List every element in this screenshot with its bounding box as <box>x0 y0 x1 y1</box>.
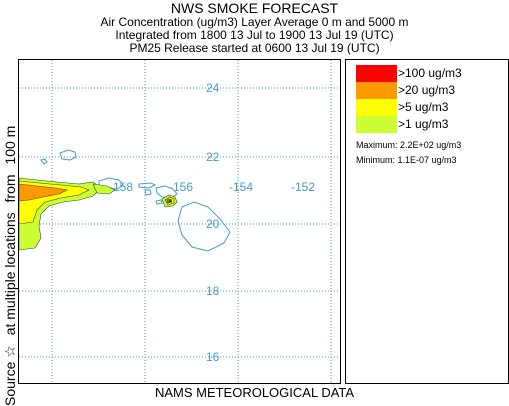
lat-label-20: 20 <box>206 217 220 231</box>
lon-label-156: -156 <box>169 180 193 194</box>
legend-swatch-green <box>356 116 397 133</box>
lat-label-18: 18 <box>206 284 220 298</box>
legend-swatch-orange <box>356 82 397 99</box>
lat-label-24: 24 <box>206 81 220 95</box>
map-canvas: 24 22 20 18 16 -158 -156 -154 -152 <box>19 60 340 383</box>
graticule <box>19 60 340 383</box>
kahoolawe-island <box>155 199 163 205</box>
kauai-island <box>59 149 77 161</box>
lat-label-22: 22 <box>206 150 220 164</box>
plume-gt100-east <box>168 199 172 203</box>
legend-label-gt100: >100 ug/m3 <box>398 66 462 80</box>
from-label: from <box>2 174 18 203</box>
locations-label: at multiple locations <box>2 212 18 336</box>
maui-island <box>155 185 178 199</box>
plume-edge-mid <box>92 183 116 195</box>
legend-swatch-yellow <box>356 99 397 116</box>
niihau-island <box>40 158 48 165</box>
integration-period: Integrated from 1800 13 Jul to 1900 13 J… <box>115 28 394 42</box>
smoke-map: 24 22 20 18 16 -158 -156 -154 -152 <box>18 59 341 384</box>
source-caption: Source ☆ at multiple locations from 100 … <box>2 36 18 406</box>
smoke-plume-big-island <box>161 194 178 208</box>
met-data-caption: NAMS METEOROLOGICAL DATA <box>154 385 355 400</box>
legend-panel: >100 ug/m3 >20 ug/m3 >5 ug/m3 >1 ug/m3 M… <box>345 59 509 384</box>
maximum-value: Maximum: 2.2E+02 ug/m3 <box>356 140 462 150</box>
smoke-plume-west <box>19 177 116 251</box>
height-label: 100 m <box>2 125 18 165</box>
legend-item-gt1: >1 ug/m3 <box>356 116 506 133</box>
legend-label-gt1: >1 ug/m3 <box>398 117 449 131</box>
lat-label-16: 16 <box>206 350 220 364</box>
legend-item-gt5: >5 ug/m3 <box>356 99 506 116</box>
source-star-icon: ☆ <box>165 197 171 205</box>
legend-label-gt20: >20 ug/m3 <box>398 83 456 97</box>
lon-label-152: -152 <box>291 180 315 194</box>
lon-label-158: -158 <box>109 180 133 194</box>
map-title: NWS SMOKE FORECAST <box>170 0 339 16</box>
hawaii-island <box>177 201 231 252</box>
lanai-island <box>144 189 152 196</box>
lon-label-154: -154 <box>229 180 253 194</box>
molokai-island <box>138 182 157 189</box>
legend-item-gt100: >100 ug/m3 <box>356 65 506 82</box>
minimum-value: Minimum: 1.1E-07 ug/m3 <box>356 155 457 165</box>
legend-swatch-red <box>356 65 397 82</box>
legend-item-gt20: >20 ug/m3 <box>356 82 506 99</box>
concentration-subtitle: Air Concentration (ug/m3) Layer Average … <box>100 15 409 29</box>
plume-gt20-west <box>19 183 68 202</box>
legend-label-gt5: >5 ug/m3 <box>398 100 449 114</box>
release-info: PM25 Release started at 0600 13 Jul 19 (… <box>129 41 380 55</box>
